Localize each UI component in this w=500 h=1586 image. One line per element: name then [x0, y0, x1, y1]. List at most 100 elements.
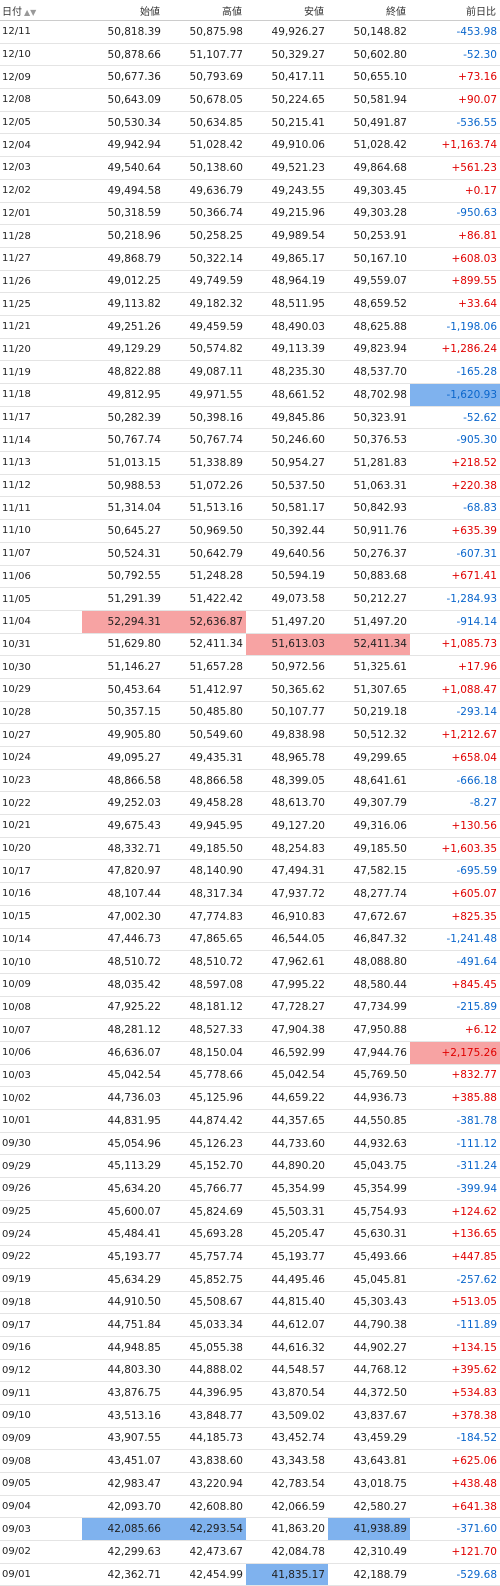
date-cell: 10/30 — [0, 655, 82, 679]
change-cell: -8.27 — [410, 791, 500, 816]
high-cell: 45,508.67 — [164, 1291, 246, 1315]
open-cell: 44,948.85 — [82, 1336, 164, 1360]
open-cell: 50,318.59 — [82, 202, 164, 226]
open-cell: 50,357.15 — [82, 701, 164, 725]
low-cell: 44,815.40 — [246, 1291, 328, 1315]
close-column-header[interactable]: 終値 — [328, 0, 410, 21]
open-cell: 49,113.82 — [82, 292, 164, 316]
open-cell: 47,002.30 — [82, 905, 164, 929]
date-cell: 12/10 — [0, 43, 82, 67]
open-cell: 51,013.15 — [82, 451, 164, 475]
close-cell: 43,018.75 — [328, 1472, 410, 1496]
low-column-header[interactable]: 安値 — [246, 0, 328, 21]
low-cell: 42,783.54 — [246, 1472, 328, 1496]
table-row: 10/31 51,629.80 52,411.34 51,613.03 52,411.3… — [0, 633, 500, 657]
close-cell: 45,493.66 — [328, 1245, 410, 1269]
table-row: 10/20 48,332.71 49,185.50 48,254.83 49,185.5… — [0, 837, 500, 861]
table-row: 09/24 45,484.41 45,693.28 45,205.47 45,630.3… — [0, 1222, 500, 1247]
date-column-header[interactable]: 日付 ▲▼ — [0, 0, 82, 21]
change-cell: +385.88 — [410, 1086, 500, 1110]
high-cell: 42,293.54 — [164, 1517, 246, 1542]
high-cell: 52,411.34 — [164, 633, 246, 657]
open-cell: 48,281.12 — [82, 1018, 164, 1042]
table-body: 12/11 50,818.39 50,875.98 49,926.27 50,148.8… — [0, 20, 500, 1586]
change-cell: +378.38 — [410, 1404, 500, 1428]
date-cell: 11/21 — [0, 315, 82, 339]
high-column-header[interactable]: 高値 — [164, 0, 246, 21]
close-cell: 48,641.61 — [328, 769, 410, 793]
high-cell: 51,412.97 — [164, 678, 246, 702]
date-cell: 11/14 — [0, 428, 82, 453]
change-cell: -1,620.93 — [410, 383, 500, 407]
open-cell: 50,792.55 — [82, 565, 164, 589]
change-cell: +513.05 — [410, 1291, 500, 1315]
date-cell: 09/03 — [0, 1517, 82, 1542]
date-cell: 12/02 — [0, 179, 82, 203]
table-row: 09/11 43,876.75 44,396.95 43,870.54 44,372.5… — [0, 1381, 500, 1405]
change-cell: +220.38 — [410, 474, 500, 498]
table-row: 09/25 45,600.07 45,824.69 45,503.31 45,754.9… — [0, 1200, 500, 1224]
low-cell: 48,235.30 — [246, 360, 328, 384]
change-column-header[interactable]: 前日比 — [410, 0, 500, 21]
low-cell: 49,989.54 — [246, 224, 328, 248]
high-cell: 48,527.33 — [164, 1018, 246, 1042]
low-cell: 48,613.70 — [246, 791, 328, 816]
change-cell: -1,198.06 — [410, 315, 500, 339]
open-cell: 48,332.71 — [82, 837, 164, 861]
low-cell: 41,835.17 — [246, 1563, 328, 1586]
high-cell: 45,055.38 — [164, 1336, 246, 1360]
table-row: 12/10 50,878.66 51,107.77 50,329.27 50,602.8… — [0, 43, 500, 67]
close-cell: 49,316.06 — [328, 814, 410, 838]
open-cell: 45,113.29 — [82, 1154, 164, 1179]
open-column-header[interactable]: 始値 — [82, 0, 164, 21]
high-cell: 48,181.12 — [164, 996, 246, 1020]
low-cell: 44,659.22 — [246, 1086, 328, 1110]
open-cell: 44,803.30 — [82, 1359, 164, 1383]
low-cell: 43,509.02 — [246, 1404, 328, 1428]
close-cell: 44,550.85 — [328, 1109, 410, 1133]
close-cell: 49,299.65 — [328, 746, 410, 770]
low-cell: 41,863.20 — [246, 1517, 328, 1542]
open-cell: 49,540.64 — [82, 156, 164, 180]
table-row: 10/08 47,925.22 48,181.12 47,728.27 47,734.9… — [0, 996, 500, 1020]
high-cell: 50,138.60 — [164, 156, 246, 180]
change-cell: -52.62 — [410, 406, 500, 430]
close-cell: 47,672.67 — [328, 905, 410, 929]
high-cell: 45,852.75 — [164, 1268, 246, 1292]
change-cell: +845.45 — [410, 973, 500, 997]
low-cell: 50,417.11 — [246, 65, 328, 90]
open-cell: 48,107.44 — [82, 882, 164, 906]
close-cell: 50,842.93 — [328, 496, 410, 521]
sort-arrows-icon[interactable]: ▲▼ — [24, 7, 37, 17]
change-cell: -111.89 — [410, 1313, 500, 1337]
low-cell: 48,661.52 — [246, 383, 328, 407]
table-row: 10/29 50,453.64 51,412.97 50,365.62 51,307.6… — [0, 678, 500, 702]
table-row: 11/21 49,251.26 49,459.59 48,490.03 48,625.8… — [0, 315, 500, 339]
close-cell: 47,944.76 — [328, 1041, 410, 1065]
low-cell: 47,962.61 — [246, 950, 328, 974]
close-cell: 44,936.73 — [328, 1086, 410, 1110]
open-cell: 50,645.27 — [82, 519, 164, 543]
close-cell: 43,459.29 — [328, 1427, 410, 1451]
date-cell: 09/25 — [0, 1200, 82, 1224]
close-cell: 51,497.20 — [328, 610, 410, 634]
change-cell: -68.83 — [410, 496, 500, 521]
high-cell: 45,126.23 — [164, 1132, 246, 1156]
date-cell: 10/21 — [0, 814, 82, 838]
high-cell: 51,248.28 — [164, 565, 246, 589]
change-cell: +136.65 — [410, 1222, 500, 1247]
table-row: 12/09 50,677.36 50,793.69 50,417.11 50,655.1… — [0, 65, 500, 90]
open-cell: 45,600.07 — [82, 1200, 164, 1224]
date-cell: 11/18 — [0, 383, 82, 407]
date-cell: 10/16 — [0, 882, 82, 906]
low-cell: 49,865.17 — [246, 247, 328, 271]
high-cell: 50,642.79 — [164, 542, 246, 566]
low-cell: 43,870.54 — [246, 1381, 328, 1405]
table-row: 12/05 50,530.34 50,634.85 50,215.41 50,491.8… — [0, 111, 500, 135]
change-cell: +447.85 — [410, 1245, 500, 1269]
date-cell: 11/11 — [0, 496, 82, 521]
change-cell: -399.94 — [410, 1177, 500, 1201]
date-cell: 11/04 — [0, 610, 82, 634]
change-cell: -529.68 — [410, 1563, 500, 1586]
close-cell: 49,823.94 — [328, 338, 410, 362]
